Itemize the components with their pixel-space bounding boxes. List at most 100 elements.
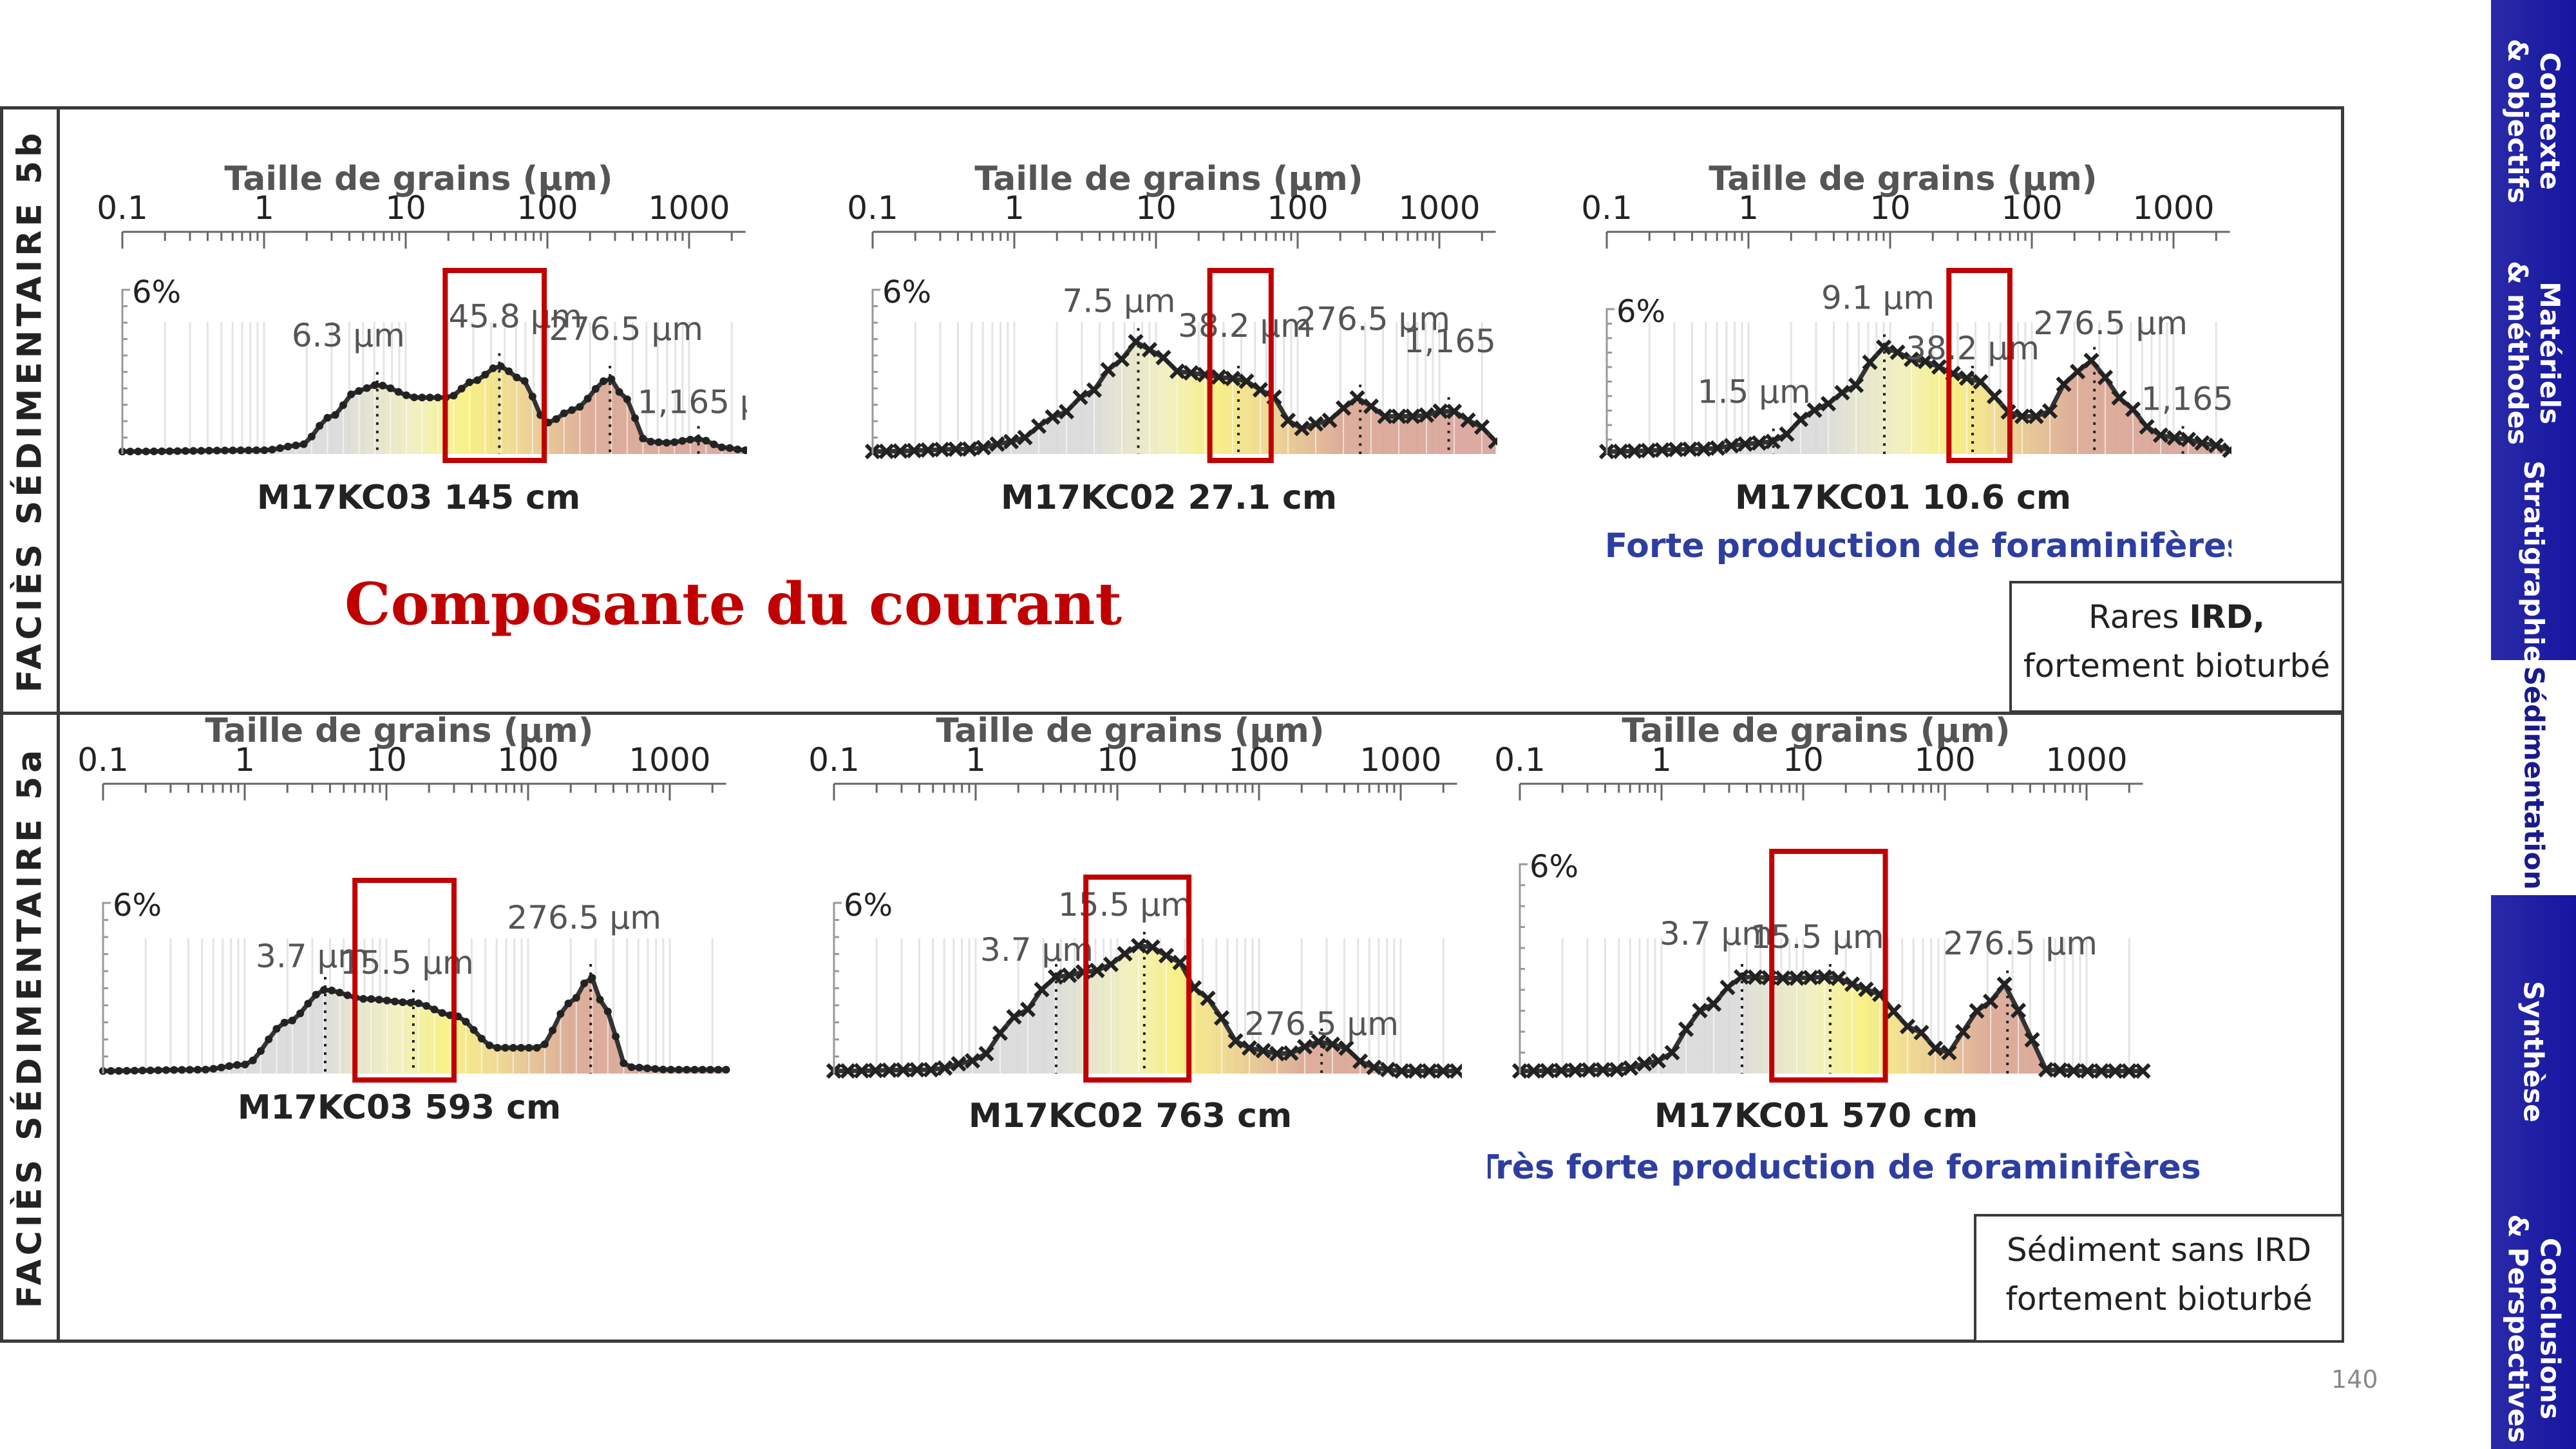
highlight-box (442, 268, 547, 463)
data-point (477, 1034, 486, 1043)
data-point (462, 1018, 470, 1026)
highlight-box (1083, 875, 1192, 1083)
x-axis-title: Taille de grains (µm) (205, 716, 593, 750)
data-point (722, 1066, 730, 1074)
data-point (2152, 427, 2169, 443)
nav-item-5[interactable]: Conclusions & Perspectives (2491, 1208, 2576, 1449)
data-point (678, 437, 687, 445)
chart-m17kc03-593: Taille de grains (µm) 0.1 1 10 100 1000 6% 3.7 … (77, 716, 730, 1127)
data-point (964, 1053, 981, 1069)
data-point (418, 393, 426, 402)
nav-item-label: Stratigraphie (2518, 460, 2550, 664)
data-point (1567, 1062, 1584, 1078)
data-point (513, 374, 521, 382)
data-point (193, 1066, 202, 1074)
data-point (533, 1044, 541, 1052)
data-point (1421, 1063, 1437, 1079)
peak-label: 1,165 µm (638, 384, 747, 421)
nav-item-0[interactable]: Contexte & objectifs (2491, 0, 2576, 242)
distribution-line (1519, 974, 2143, 1074)
data-point (906, 442, 922, 459)
x-tick-label: 100 (2001, 189, 2062, 227)
data-point (209, 1065, 218, 1073)
data-point (233, 1061, 242, 1069)
chart-m17kc02-763: Taille de grains (µm) 0.1 1 10 100 1000 6% 3.7 … (808, 716, 1462, 1135)
data-point (2028, 408, 2044, 424)
data-point (178, 1066, 186, 1074)
data-point (236, 446, 245, 455)
data-point (1280, 412, 1296, 428)
data-point (509, 1044, 517, 1052)
description-box-5b: Rares IRD, fortement bioturbé (2009, 581, 2344, 713)
data-point (339, 401, 347, 410)
sample-title: M17KC02 27.1 cm (1001, 478, 1337, 517)
data-point (1816, 969, 1833, 985)
data-point (717, 443, 726, 451)
data-point (989, 436, 1005, 452)
nav-item-2[interactable]: Stratigraphie (2491, 460, 2576, 663)
data-point (1862, 354, 1878, 370)
data-point (221, 446, 229, 455)
data-point (1917, 354, 1933, 370)
nav-item-1[interactable]: Matériels & méthodes (2491, 242, 2576, 464)
data-point (2069, 363, 2086, 380)
data-point (107, 1066, 115, 1075)
data-point (343, 991, 352, 999)
data-point (205, 446, 213, 455)
data-point (2024, 1032, 2040, 1048)
data-point (473, 376, 482, 384)
data-point (947, 441, 964, 457)
data-point (1072, 389, 1088, 406)
data-point (623, 395, 631, 404)
data-point (2093, 1063, 2110, 1079)
data-point (683, 1066, 691, 1074)
data-point (391, 998, 399, 1006)
data-point (517, 1044, 526, 1052)
data-point (1709, 440, 1726, 456)
data-point (710, 440, 718, 448)
page-number: 140 (2331, 1365, 2378, 1394)
data-point (923, 1061, 939, 1078)
data-point (1394, 1063, 1410, 1079)
data-point (978, 1045, 994, 1062)
sample-subtitle: Très forte production de foraminifères (1488, 1148, 2201, 1187)
data-point (2135, 1063, 2151, 1079)
data-point (2041, 403, 2058, 419)
x-tick-label: 100 (516, 189, 578, 227)
x-tick-label: 1 (234, 741, 255, 779)
nav-item-4[interactable]: Synthèse (2491, 895, 2576, 1208)
data-point (370, 381, 379, 390)
data-point (607, 375, 616, 383)
data-point (402, 391, 410, 399)
nav-item-label: Contexte & objectifs (2502, 38, 2566, 204)
x-tick-label: 10 (1097, 741, 1138, 779)
data-point (1349, 390, 1365, 406)
data-point (158, 447, 166, 455)
sample-title: M17KC01 570 cm (1654, 1097, 1978, 1135)
data-point (146, 1066, 155, 1075)
data-point (394, 388, 402, 396)
data-point (881, 1062, 898, 1078)
data-point (1792, 412, 1809, 428)
data-point (1141, 342, 1158, 358)
peak-label: 3.7 µm (1660, 915, 1773, 952)
data-point (189, 447, 198, 455)
data-point (934, 441, 950, 458)
data-point (1664, 1045, 1680, 1061)
data-point (181, 447, 189, 455)
data-point (197, 446, 205, 455)
nav-item-label: Conclusions & Perspectives (2502, 1213, 2566, 1443)
data-point (2097, 369, 2114, 386)
data-point (1103, 956, 1119, 972)
data-point (936, 1060, 953, 1076)
data-point (217, 1063, 225, 1072)
data-point (1996, 976, 2012, 992)
data-point (1692, 1003, 1708, 1019)
data-point (126, 448, 135, 456)
nav-item-3[interactable]: Sédimentation (2491, 660, 2576, 895)
data-point (1803, 969, 1819, 986)
data-point (426, 393, 434, 402)
data-point (2065, 1063, 2082, 1079)
data-point (1622, 1060, 1639, 1076)
data-point (1678, 1021, 1694, 1037)
